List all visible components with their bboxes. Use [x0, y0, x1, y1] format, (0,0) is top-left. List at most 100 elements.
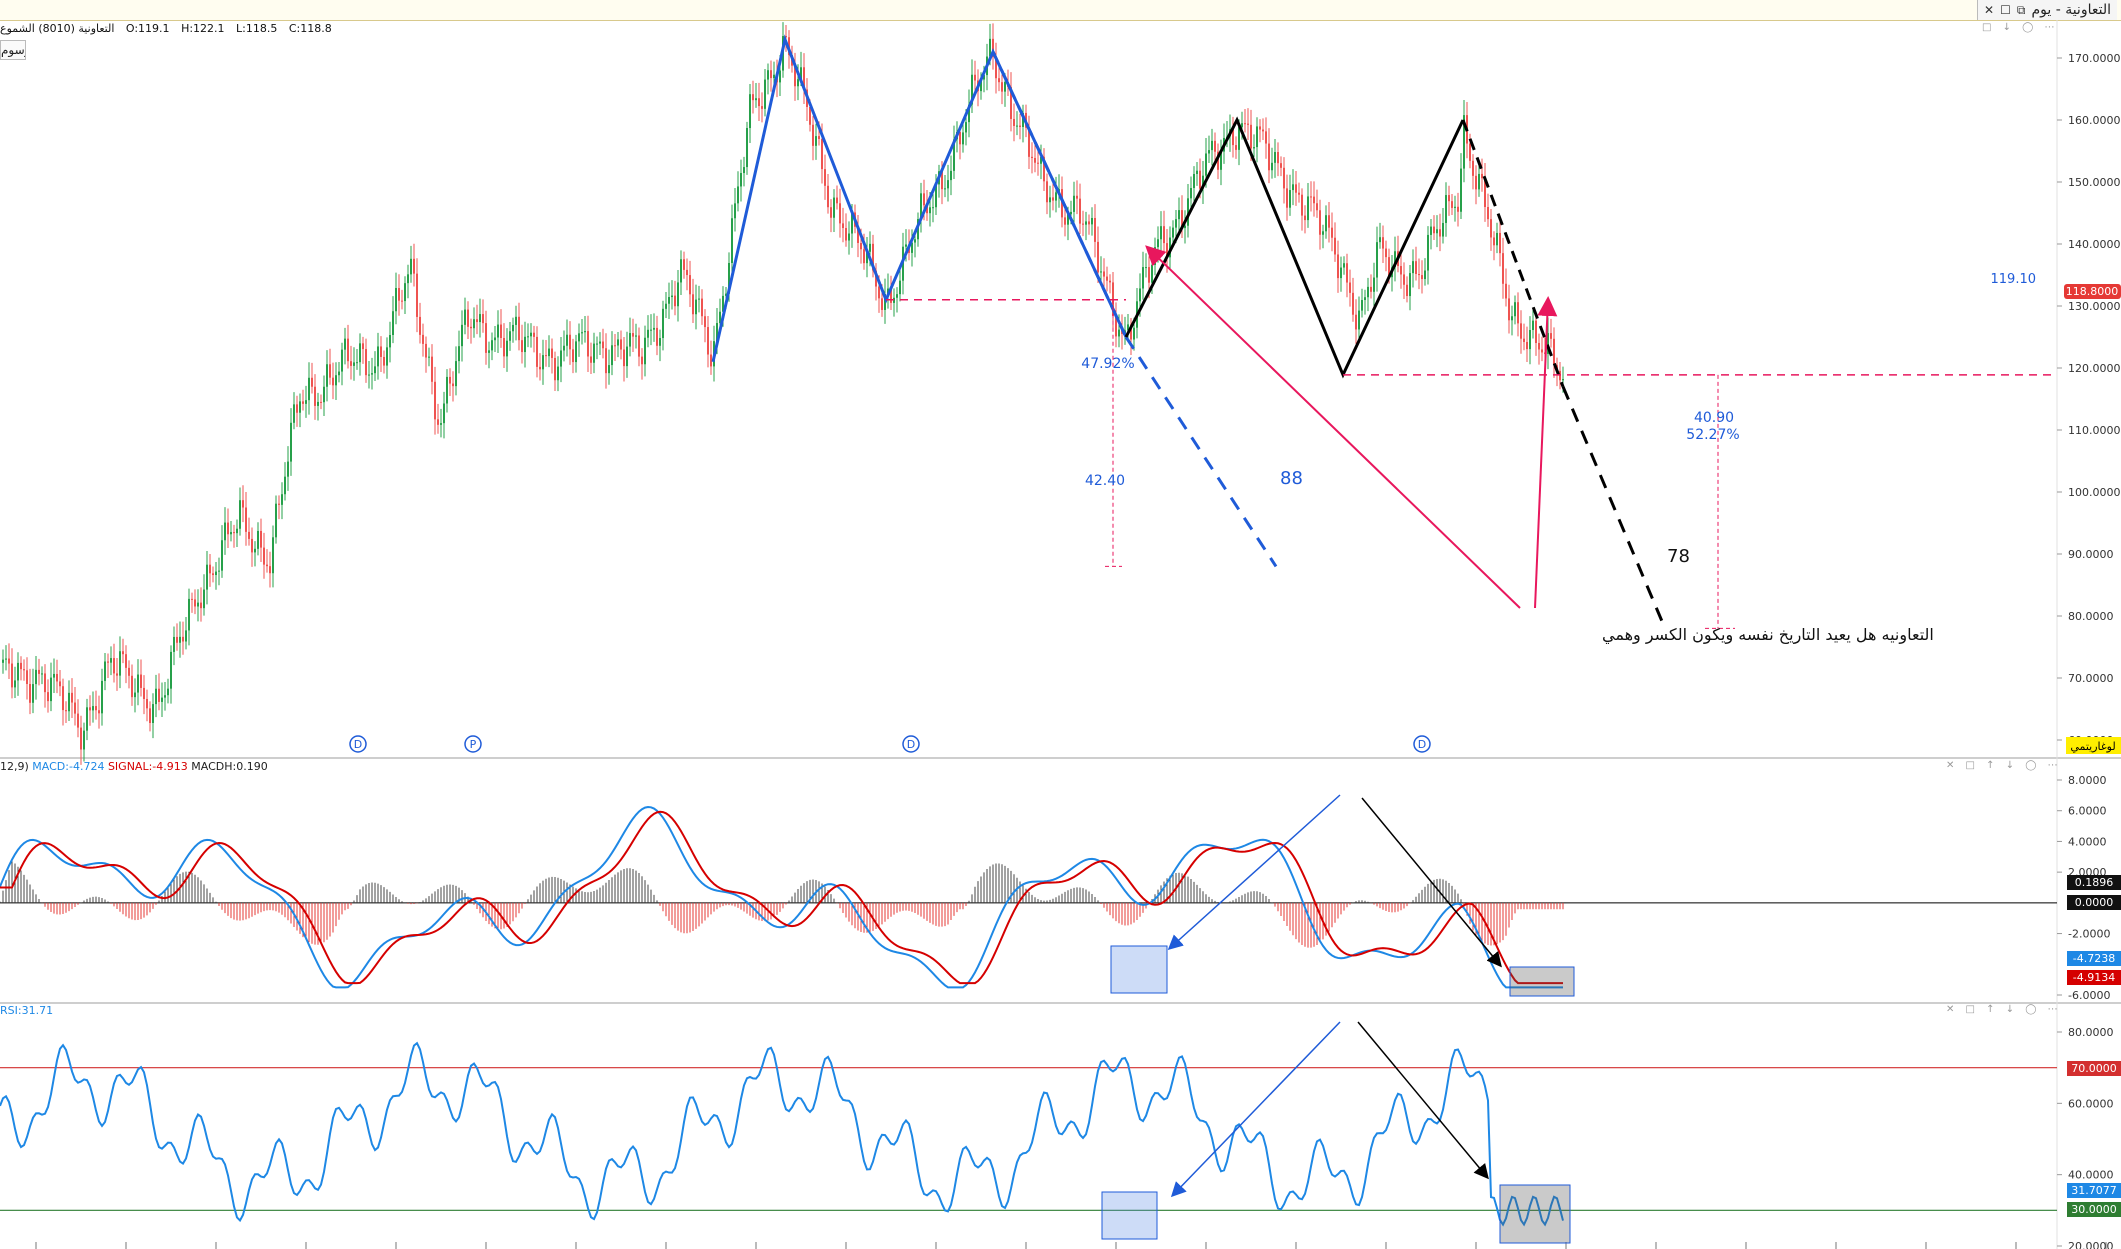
candle-body	[1487, 207, 1489, 220]
price-tick-label-6: 110.0000	[2068, 424, 2121, 437]
candle-body	[17, 662, 19, 681]
macd-arrow-black	[1361, 797, 1502, 968]
candle-body	[428, 356, 430, 358]
drawings-button[interactable]: رسوم	[0, 40, 26, 60]
candle-body	[683, 259, 685, 270]
candle-body	[1202, 175, 1204, 189]
candle-body	[965, 122, 967, 133]
macd-highlight-grey	[1509, 966, 1575, 997]
candle-body	[1238, 127, 1240, 150]
minimize-icon[interactable]: ⧉	[2016, 3, 2026, 17]
candle-body	[14, 680, 16, 688]
candle-body	[566, 334, 568, 346]
rsi-upper-badge-label: 70.0000	[2071, 1062, 2117, 1075]
black-target-dashed	[1561, 386, 1667, 629]
candle-body	[80, 727, 82, 750]
candle-body	[1145, 267, 1147, 269]
candle-body	[1505, 283, 1507, 299]
candle-body	[284, 476, 286, 495]
candle-body	[1439, 229, 1441, 237]
price-tick-label-7: 100.0000	[2068, 486, 2121, 499]
candle-body	[311, 377, 313, 387]
candle-body	[1034, 157, 1036, 163]
target-88-label: 88	[1280, 468, 1303, 489]
candle-body	[749, 94, 751, 129]
rsi-pane-tools[interactable]: ✕ □ ↑ ↓ ◯ ⋯	[1946, 1004, 2062, 1015]
candle-body	[1403, 274, 1405, 285]
candle-body	[329, 364, 331, 378]
candle-body	[125, 654, 127, 668]
candle-body	[1400, 266, 1402, 275]
candle-body	[941, 171, 943, 190]
candle-body	[752, 94, 754, 101]
candle-body	[695, 299, 697, 315]
candle-body	[1472, 160, 1474, 176]
candle-body	[101, 680, 103, 714]
candle-body	[980, 79, 982, 92]
price-tick-label-8: 90.0000	[2068, 548, 2114, 561]
candle-body	[95, 706, 97, 711]
candle-body	[551, 348, 553, 358]
candle-body	[1274, 152, 1276, 163]
log-scale-button-bg[interactable]	[2066, 737, 2121, 754]
price-pane-tools[interactable]: □ ↓ ◯ ⋯	[1982, 22, 2059, 33]
candle-body	[665, 303, 667, 309]
rsi-tick-label-0: 80.0000	[2068, 1026, 2114, 1039]
candle-body	[650, 329, 652, 331]
candle-body	[203, 589, 205, 609]
candle-body	[449, 376, 451, 384]
chart-tab[interactable]: ✕ ☐ ⧉ التعاونية - يوم	[1977, 0, 2117, 20]
candle-body	[1088, 221, 1090, 225]
candle-body	[932, 207, 934, 209]
candle-body	[1253, 147, 1255, 149]
black-trend-dashed	[1461, 119, 1565, 388]
candle-body	[830, 207, 832, 218]
rsi-axis: 80.0000 60.0000 40.0000 20.0000	[35, 1026, 2114, 1249]
candle-body	[1067, 214, 1069, 225]
close-icon[interactable]: ✕	[1984, 3, 1995, 17]
candle-body	[593, 343, 595, 363]
candle-body	[1148, 267, 1150, 283]
candle-body	[89, 707, 91, 711]
log-scale-button[interactable]: لوغاريتمي	[2070, 740, 2115, 753]
candle-body	[272, 537, 274, 574]
candle-body	[1379, 237, 1381, 243]
candle-body	[137, 674, 139, 693]
candle-body	[452, 383, 454, 387]
candle-body	[1292, 184, 1294, 191]
candle-body	[338, 371, 340, 376]
macd-pane-tools[interactable]: ✕ □ ↑ ↓ ◯ ⋯	[1946, 760, 2062, 771]
rsi-highlight-grey	[1499, 1184, 1571, 1244]
candle-body	[1127, 324, 1129, 331]
event-marker-d2[interactable]: D	[902, 735, 920, 753]
candle-body	[1106, 276, 1108, 281]
price-tick-label-4: 130.0000	[2068, 300, 2121, 313]
candle-body	[1100, 271, 1102, 273]
candle-body	[998, 78, 1000, 83]
candle-body	[278, 503, 280, 505]
candle-body	[269, 566, 271, 574]
candle-body	[53, 673, 55, 678]
candle-body	[1547, 333, 1549, 354]
event-marker-p1[interactable]: P	[464, 735, 482, 753]
event-marker-d1[interactable]: D	[349, 735, 367, 753]
candle-body	[332, 377, 334, 386]
high-value: H:122.1	[181, 22, 225, 35]
candle-body	[365, 349, 367, 376]
candle-body	[533, 332, 535, 337]
candle-body	[1190, 188, 1192, 199]
candle-body	[374, 366, 376, 374]
restore-icon[interactable]: ☐	[2000, 3, 2011, 17]
candle-body	[356, 362, 358, 364]
candle-body	[959, 131, 961, 145]
blue-target-dashed	[1124, 336, 1278, 568]
candle-body	[827, 185, 829, 208]
candle-body	[1298, 192, 1300, 195]
candle-body	[944, 188, 946, 190]
event-marker-d3[interactable]: D	[1413, 735, 1431, 753]
macd-tick-label-5: -6.0000	[2068, 989, 2110, 1002]
candle-body	[584, 331, 586, 333]
candle-body	[1328, 215, 1330, 228]
candle-body	[905, 244, 907, 247]
